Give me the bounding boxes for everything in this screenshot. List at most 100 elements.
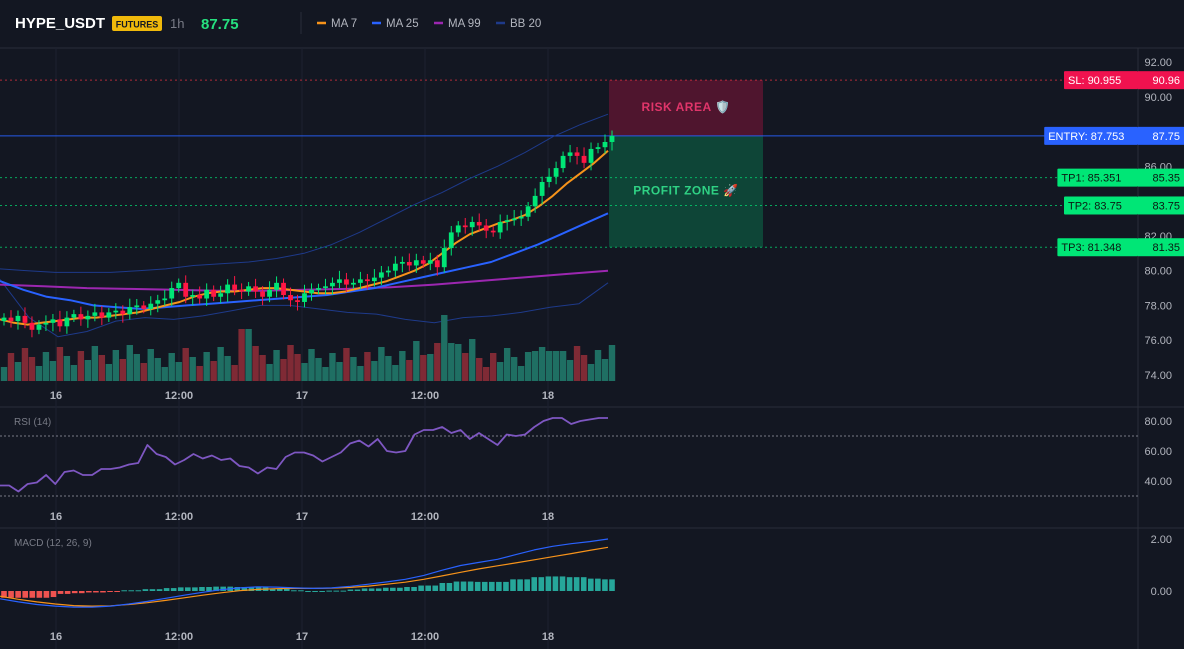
candle-body: [413, 260, 419, 266]
macd-tick-label: 2.00: [1151, 534, 1172, 546]
candle-body: [588, 148, 594, 163]
macd-histogram-bar: [107, 591, 113, 592]
candle-body: [316, 288, 321, 290]
level-label-box: [1064, 71, 1138, 90]
ma99-line: [0, 269, 609, 292]
profit-zone-label: PROFIT ZONE 🚀: [633, 184, 738, 198]
candle-body: [162, 298, 168, 301]
candle-body: [532, 195, 538, 207]
volume-bar: [91, 346, 99, 381]
macd-histogram-bar: [333, 590, 340, 592]
volume-bar: [462, 353, 469, 381]
volume-bar: [42, 352, 50, 381]
candle-body: [560, 155, 566, 169]
macd-histogram-bar: [199, 586, 205, 591]
volume-bar: [28, 357, 36, 381]
macd-pane[interactable]: MACD (12, 26, 9) 16 12:00 17 12:00 18 2.00 0.0…: [0, 534, 1172, 643]
volume-bar: [70, 365, 78, 381]
candle-body: [455, 225, 461, 233]
volume-bar: [524, 352, 532, 381]
macd-histogram-bar: [100, 591, 106, 593]
macd-histogram-bar: [573, 577, 580, 591]
price-tick-label: 90.00: [1144, 92, 1172, 104]
candle-body: [113, 310, 119, 313]
volume-bar: [252, 346, 259, 381]
interval-label[interactable]: 1h: [170, 16, 184, 31]
indicator-legend: MA 7 MA 25 MA 99 BB 20: [317, 18, 541, 30]
macd-histogram-bar: [206, 586, 212, 591]
rsi-tick-label: 80.00: [1144, 416, 1172, 428]
rsi-pane[interactable]: RSI (14) 16 12:00 17 12:00 18 80.00 60.00 40.00: [0, 416, 1172, 523]
macd-histogram-bar: [390, 587, 396, 591]
time-tick-label: 12:00: [165, 631, 193, 643]
macd-histogram-bar: [22, 591, 29, 598]
volume-bar: [455, 344, 462, 381]
macd-histogram-bar: [283, 588, 290, 591]
macd-histogram-bar: [354, 589, 361, 591]
macd-histogram-bar: [241, 586, 248, 591]
rsi-tick-label: 40.00: [1144, 476, 1172, 488]
candle-body: [64, 317, 70, 327]
candle-body: [371, 277, 377, 282]
macd-histogram-bar: [163, 588, 170, 591]
volume-bar: [7, 353, 15, 381]
macd-histogram-bar: [375, 588, 382, 591]
candle-body: [176, 282, 182, 289]
volume-bar: [427, 354, 434, 381]
macd-histogram-bar: [432, 585, 439, 591]
volume-bar: [538, 347, 546, 381]
candle-body: [169, 288, 175, 299]
volume-bar: [56, 347, 64, 381]
macd-histogram-bar: [213, 586, 219, 591]
macd-histogram-bar: [474, 581, 481, 591]
candle-body: [127, 307, 133, 315]
candle-body: [406, 261, 412, 266]
macd-histogram-bar: [135, 590, 142, 592]
volume-bar: [168, 353, 175, 381]
macd-histogram-bar: [453, 581, 460, 591]
candle-body: [274, 282, 279, 290]
legend-label-3: BB 20: [510, 18, 541, 30]
candle-body: [8, 317, 14, 322]
macd-histogram-bar: [481, 581, 488, 591]
candle-body: [92, 312, 98, 316]
volume-bar: [224, 356, 231, 381]
volume-bar: [245, 329, 252, 381]
volume-bar: [413, 341, 420, 381]
volume-bar: [161, 367, 168, 381]
volume-bar: [580, 355, 588, 381]
macd-histogram-bar: [185, 587, 191, 591]
volume-bar: [147, 349, 154, 381]
rsi-tick-label: 60.00: [1144, 446, 1172, 458]
time-tick-label: 18: [542, 511, 554, 523]
level-price-label: 90.96: [1152, 75, 1180, 87]
volume-bar: [231, 365, 238, 381]
volume-bar: [364, 352, 371, 381]
volume-bar: [587, 364, 595, 381]
volume-bar: [189, 357, 196, 381]
candle-body: [85, 315, 91, 320]
volume-bar: [510, 357, 518, 381]
macd-histogram-bar: [57, 591, 64, 594]
macd-histogram-bar: [425, 585, 431, 591]
candle-body: [337, 279, 342, 283]
level-label-box: [1057, 168, 1138, 187]
level-price-box: [1138, 196, 1184, 215]
macd-histogram-bar: [192, 587, 198, 591]
level-price-label: 85.35: [1152, 173, 1180, 185]
volume-bar: [448, 343, 455, 381]
candle-body: [246, 286, 251, 292]
candle-body: [609, 135, 615, 142]
time-tick-label: 17: [296, 390, 308, 402]
volume-bar: [357, 366, 364, 381]
macd-histogram-bar: [418, 585, 424, 591]
macd-histogram-bar: [446, 582, 453, 591]
macd-histogram-bar: [538, 577, 545, 591]
macd-histogram-bar: [382, 587, 389, 591]
candle-body: [43, 322, 49, 325]
price-pane[interactable]: 92.0090.0086.0082.0080.0078.0076.0074.00…: [0, 48, 1184, 649]
candle-body: [302, 293, 307, 302]
volume-bar: [434, 343, 441, 381]
candle-body: [351, 282, 356, 285]
